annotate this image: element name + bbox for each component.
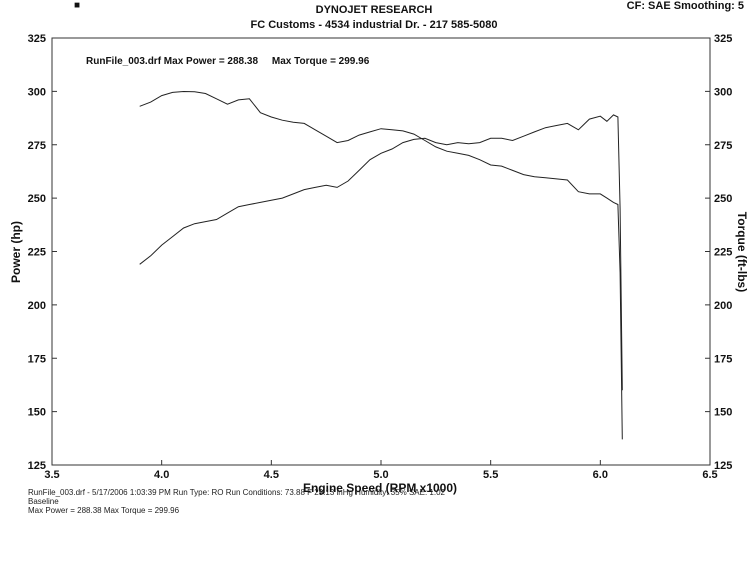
x-tick-label: 3.5 (44, 469, 59, 481)
y2-tick-label: 325 (714, 33, 732, 45)
footer-max-values: Max Power = 288.38 Max Torque = 299.96 (28, 506, 180, 515)
y2-tick-label: 150 (714, 407, 732, 419)
x-tick-label: 6.0 (593, 469, 608, 481)
chart-annotation: RunFile_003.drf Max Power = 288.38 Max T… (86, 56, 370, 67)
y-tick-label: 125 (28, 460, 46, 472)
y-tick-label: 150 (28, 407, 46, 419)
axis-ticks (51, 37, 711, 466)
y-axis-title: Power (hp) (9, 221, 23, 283)
y-tick-label: 175 (28, 353, 46, 365)
run-footer: RunFile_003.drf - 5/17/2006 1:03:39 PM R… (28, 488, 445, 515)
y-tick-label: 275 (28, 140, 46, 152)
shop-info-title: FC Customs - 4534 industrial Dr. - 217 5… (250, 19, 498, 31)
x-tick-label: 4.5 (264, 469, 279, 481)
y-tick-label: 200 (28, 300, 46, 312)
x-tick-label: 4.0 (154, 469, 169, 481)
logo-mark: ■ (74, 0, 81, 11)
company-title: DYNOJET RESEARCH (315, 4, 433, 16)
y2-tick-label: 175 (714, 353, 732, 365)
y-tick-labels: 125 150 175 200 225 250 275 300 325 (28, 33, 46, 472)
footer-run-label: Baseline (28, 497, 59, 506)
y2-tick-label: 225 (714, 247, 732, 259)
y2-tick-label: 125 (714, 460, 732, 472)
power-line (139, 114, 623, 391)
x-tick-label: 5.5 (483, 469, 498, 481)
y2-tick-label: 200 (714, 300, 732, 312)
y2-tick-label: 300 (714, 86, 732, 98)
x-tick-label: 5.0 (373, 469, 388, 481)
torque-line (139, 90, 623, 440)
x-tick-labels: 3.5 4.0 4.5 5.0 5.5 6.0 6.5 (44, 469, 717, 481)
series-lines (139, 90, 623, 440)
y-tick-label: 300 (28, 86, 46, 98)
y-tick-label: 225 (28, 247, 46, 259)
y2-tick-label: 250 (714, 193, 732, 205)
correction-settings: CF: SAE Smoothing: 5 (626, 0, 744, 12)
y2-tick-labels: 125 150 175 200 225 250 275 300 325 (714, 33, 732, 472)
x-tick-label: 6.5 (702, 469, 717, 481)
y2-axis-title: Torque (ft-lbs) (735, 212, 748, 292)
x-axis-title: Engine Speed (RPM x1000) (303, 481, 457, 495)
y2-tick-label: 275 (714, 140, 732, 152)
y-tick-label: 325 (28, 33, 46, 45)
y-tick-label: 250 (28, 193, 46, 205)
footer-run-info: RunFile_003.drf - 5/17/2006 1:03:39 PM R… (28, 488, 445, 497)
